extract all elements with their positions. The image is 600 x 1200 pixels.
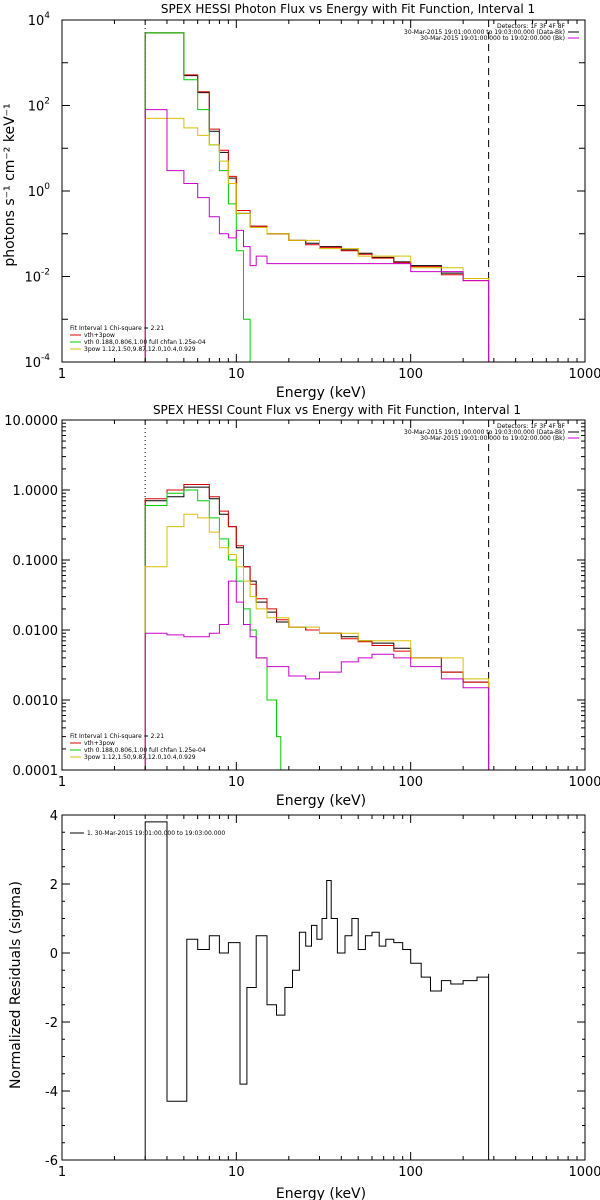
count-flux-xtick-label: 1	[58, 775, 66, 790]
count-flux-ytick-label: 0.0010	[13, 694, 59, 709]
residuals-ytick-label: 4	[50, 809, 58, 824]
count-flux-fit-info-line: 3pow 1.12,1.50,9.87,12.0,10.4,0.929	[84, 754, 196, 761]
count-flux-ytick-label: 10.0000	[4, 414, 58, 429]
photon-flux-series-3	[144, 117, 490, 362]
count-flux-xlabel: Energy (keV)	[276, 793, 366, 809]
photon-flux-fit-info-line: Fit Interval 1 Chi-square = 2.21	[70, 325, 164, 332]
count-flux-ytick-label: 1.0000	[13, 484, 59, 499]
photon-flux-ytick-label: 100	[28, 182, 51, 200]
photon-flux-xtick-label: 1	[58, 367, 66, 382]
count-flux-series-0	[144, 486, 490, 770]
count-flux-legend-header-line: 30-Mar-2015 19:01:00.000 to 19:02:00.000…	[420, 435, 565, 442]
residuals-ylabel: Normalized Residuals (sigma)	[8, 881, 24, 1089]
photon-flux-ylabel: photons s⁻¹ cm⁻² keV⁻¹	[2, 103, 18, 266]
residuals-xtick-label: 100	[398, 1165, 423, 1180]
photon-flux-ytick-label: 10-4	[24, 353, 50, 371]
count-flux-xtick-label: 1000	[568, 775, 600, 790]
count-flux-legend-header-line: Detectors: 1F 3F 4F 8F	[497, 423, 566, 430]
residuals-ytick-label: 0	[50, 947, 58, 962]
count-flux-legend-header-line: 30-Mar-2015 19:01:00.000 to 19:03:00.000…	[404, 429, 565, 436]
count-flux-series-4	[144, 580, 490, 770]
count-flux-series-2	[144, 489, 282, 770]
residuals-xtick-label: 1	[58, 1165, 66, 1180]
photon-flux-xtick-label: 1000	[568, 367, 600, 382]
residuals-plot-frame	[61, 814, 586, 1161]
count-flux-ytick-label: 0.1000	[13, 554, 59, 569]
count-flux-fit-info-line: vth+3pow	[84, 740, 115, 747]
photon-flux-fit-info-line: vth 0.188,0.806,1.00 full chfan 1.25e-04	[84, 339, 206, 346]
photon-flux-xtick-label: 10	[228, 367, 245, 382]
count-flux-series-3	[144, 513, 490, 770]
photon-flux-title: SPEX HESSI Photon Flux vs Energy with Fi…	[161, 2, 535, 16]
photon-flux-panel: SPEX HESSI Photon Flux vs Energy with Fi…	[2, 2, 600, 401]
photon-flux-ytick-label: 102	[28, 97, 50, 115]
residuals-ytick-label: 2	[50, 878, 58, 893]
photon-flux-series-1	[144, 32, 490, 362]
residuals-series-0	[144, 821, 490, 1160]
count-flux-plot-frame	[61, 419, 586, 771]
photon-flux-series-4	[144, 109, 490, 362]
photon-flux-ytick-label: 10-2	[24, 268, 50, 286]
photon-flux-fit-info-line: 3pow 1.12,1.50,9.87,12.0,10.4,0.929	[84, 346, 196, 353]
count-flux-ytick-label: 0.0100	[13, 624, 59, 639]
count-flux-fit-info-line: Fit Interval 1 Chi-square = 2.21	[70, 733, 164, 740]
photon-flux-fit-info-line: vth+3pow	[84, 332, 115, 339]
count-flux-panel: SPEX HESSI Count Flux vs Energy with Fit…	[4, 403, 600, 809]
photon-flux-ytick-label: 104	[28, 11, 51, 29]
residuals-ytick-label: -6	[45, 1154, 58, 1169]
photon-flux-xtick-label: 100	[398, 367, 423, 382]
residuals-panel: 1 10 100 1000 -6 -4 -2 0 2 4 1. 30-Mar-2015 19:01…	[8, 809, 600, 1200]
photon-flux-xlabel: Energy (keV)	[276, 385, 366, 401]
count-flux-fit-info-line: vth 0.188,0.806,1.00 full chfan 1.25e-04	[84, 747, 206, 754]
photon-flux-legend-header-line: Detectors: 1F 3F 4F 8F	[497, 23, 566, 30]
count-flux-xtick-label: 100	[398, 775, 423, 790]
count-flux-title: SPEX HESSI Count Flux vs Energy with Fit…	[153, 403, 521, 417]
photon-flux-legend-header-line: 30-Mar-2015 19:01:00.000 to 19:03:00.000…	[404, 29, 565, 36]
residuals-ytick-label: -2	[45, 1016, 58, 1031]
photon-flux-legend-header-line: 30-Mar-2015 19:01:00.000 to 19:02:00.000…	[420, 35, 565, 42]
residuals-ytick-label: -4	[45, 1085, 58, 1100]
residuals-xlabel: Energy (keV)	[276, 1186, 366, 1200]
count-flux-xtick-label: 10	[228, 775, 245, 790]
residuals-xtick-label: 10	[228, 1165, 245, 1180]
count-flux-ytick-label: 0.0001	[13, 764, 59, 779]
residuals-legend-entry: 1. 30-Mar-2015 19:01:00.000 to 19:03:00.…	[87, 830, 225, 837]
photon-flux-plot-frame	[61, 19, 586, 363]
photon-flux-series-0	[144, 32, 490, 362]
residuals-xtick-label: 1000	[568, 1165, 600, 1180]
